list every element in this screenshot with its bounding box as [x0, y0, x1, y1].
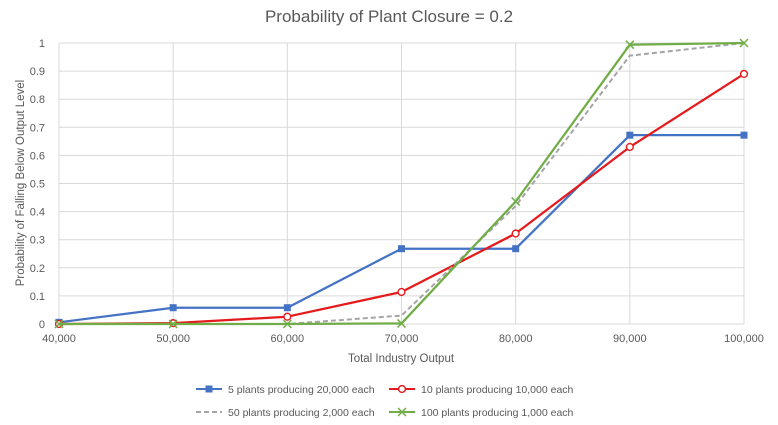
data-point-10-plants-producing-10-000-each [739, 69, 749, 79]
series-layer [54, 38, 749, 329]
x-tick-label: 90,000 [613, 333, 647, 345]
data-point-5-plants-producing-20-000-each [626, 131, 634, 139]
y-tick-label: 0.1 [30, 291, 45, 303]
data-point-5-plants-producing-20-000-each [512, 245, 520, 253]
x-tick-label: 60,000 [271, 333, 305, 345]
series-5-plants-producing-20-000-each [55, 131, 748, 326]
data-point-10-plants-producing-10-000-each [511, 229, 520, 238]
y-tick-label: 0 [39, 319, 45, 331]
chart-title: Probability of Plant Closure = 0.2 [265, 7, 513, 26]
data-point-10-plants-producing-10-000-each [625, 142, 634, 152]
legend-item-5-plants-producing-20-000-each: 5 plants producing 20,000 each [196, 384, 375, 396]
y-tick-label: 0.9 [30, 66, 45, 78]
y-tick-label: 0.8 [30, 94, 45, 106]
legend-label: 5 plants producing 20,000 each [228, 384, 375, 396]
legend-label: 50 plants producing 2,000 each [228, 407, 375, 419]
data-point-10-plants-producing-10-000-each [283, 312, 292, 321]
x-tick-label: 50,000 [156, 333, 190, 345]
data-point-100-plants-producing-1-000-each [396, 318, 407, 328]
legend-marker [397, 384, 407, 394]
grid-layer [58, 42, 745, 325]
x-tick-label: 70,000 [385, 333, 419, 345]
y-tick-label: 0.4 [30, 207, 45, 219]
data-point-5-plants-producing-20-000-each [283, 304, 291, 312]
x-tick-label: 80,000 [499, 333, 533, 345]
data-point-100-plants-producing-1-000-each [54, 319, 64, 329]
data-point-5-plants-producing-20-000-each [740, 131, 748, 139]
y-tick-label: 0.7 [30, 122, 45, 134]
legend-item-10-plants-producing-10-000-each: 10 plants producing 10,000 each [389, 384, 574, 396]
x-tick-labels: 40,000 50,000 60,000 70,000 80,000 90,000 100,… [42, 333, 764, 345]
y-tick-label: 0.3 [30, 235, 45, 247]
data-point-100-plants-producing-1-000-each [511, 196, 521, 207]
legend-item-50-plants-producing-2-000-each: 50 plants producing 2,000 each [196, 407, 375, 419]
legend-marker [205, 385, 213, 393]
x-tick-label: 100,000 [724, 333, 764, 345]
x-axis-title: Total Industry Output [348, 353, 455, 365]
y-tick-labels: 0 0.1 0.2 0.3 0.4 0.5 0.6 0.7 0.8 0.9 1 [30, 38, 45, 331]
y-tick-label: 1 [39, 38, 45, 50]
legend-label: 10 plants producing 10,000 each [421, 384, 574, 396]
data-point-10-plants-producing-10-000-each [397, 287, 406, 297]
data-point-5-plants-producing-20-000-each [169, 304, 177, 312]
data-point-100-plants-producing-1-000-each [282, 319, 292, 329]
series-100-plants-producing-1-000-each [54, 38, 749, 329]
x-tick-label: 40,000 [42, 333, 76, 345]
y-tick-label: 0.5 [30, 179, 45, 191]
legend: 5 plants producing 20,000 each 10 plants … [196, 384, 574, 419]
y-axis-title: Probability of Falling Below Output Leve… [15, 80, 27, 286]
data-point-100-plants-producing-1-000-each [739, 38, 749, 48]
legend-label: 100 plants producing 1,000 each [421, 407, 574, 419]
legend-marker [397, 407, 407, 417]
data-point-100-plants-producing-1-000-each [625, 40, 635, 50]
legend-item-100-plants-producing-1-000-each: 100 plants producing 1,000 each [389, 407, 574, 419]
data-point-5-plants-producing-20-000-each [398, 245, 405, 253]
y-tick-label: 0.2 [30, 263, 45, 275]
y-tick-label: 0.6 [30, 150, 45, 162]
data-point-100-plants-producing-1-000-each [168, 319, 178, 329]
